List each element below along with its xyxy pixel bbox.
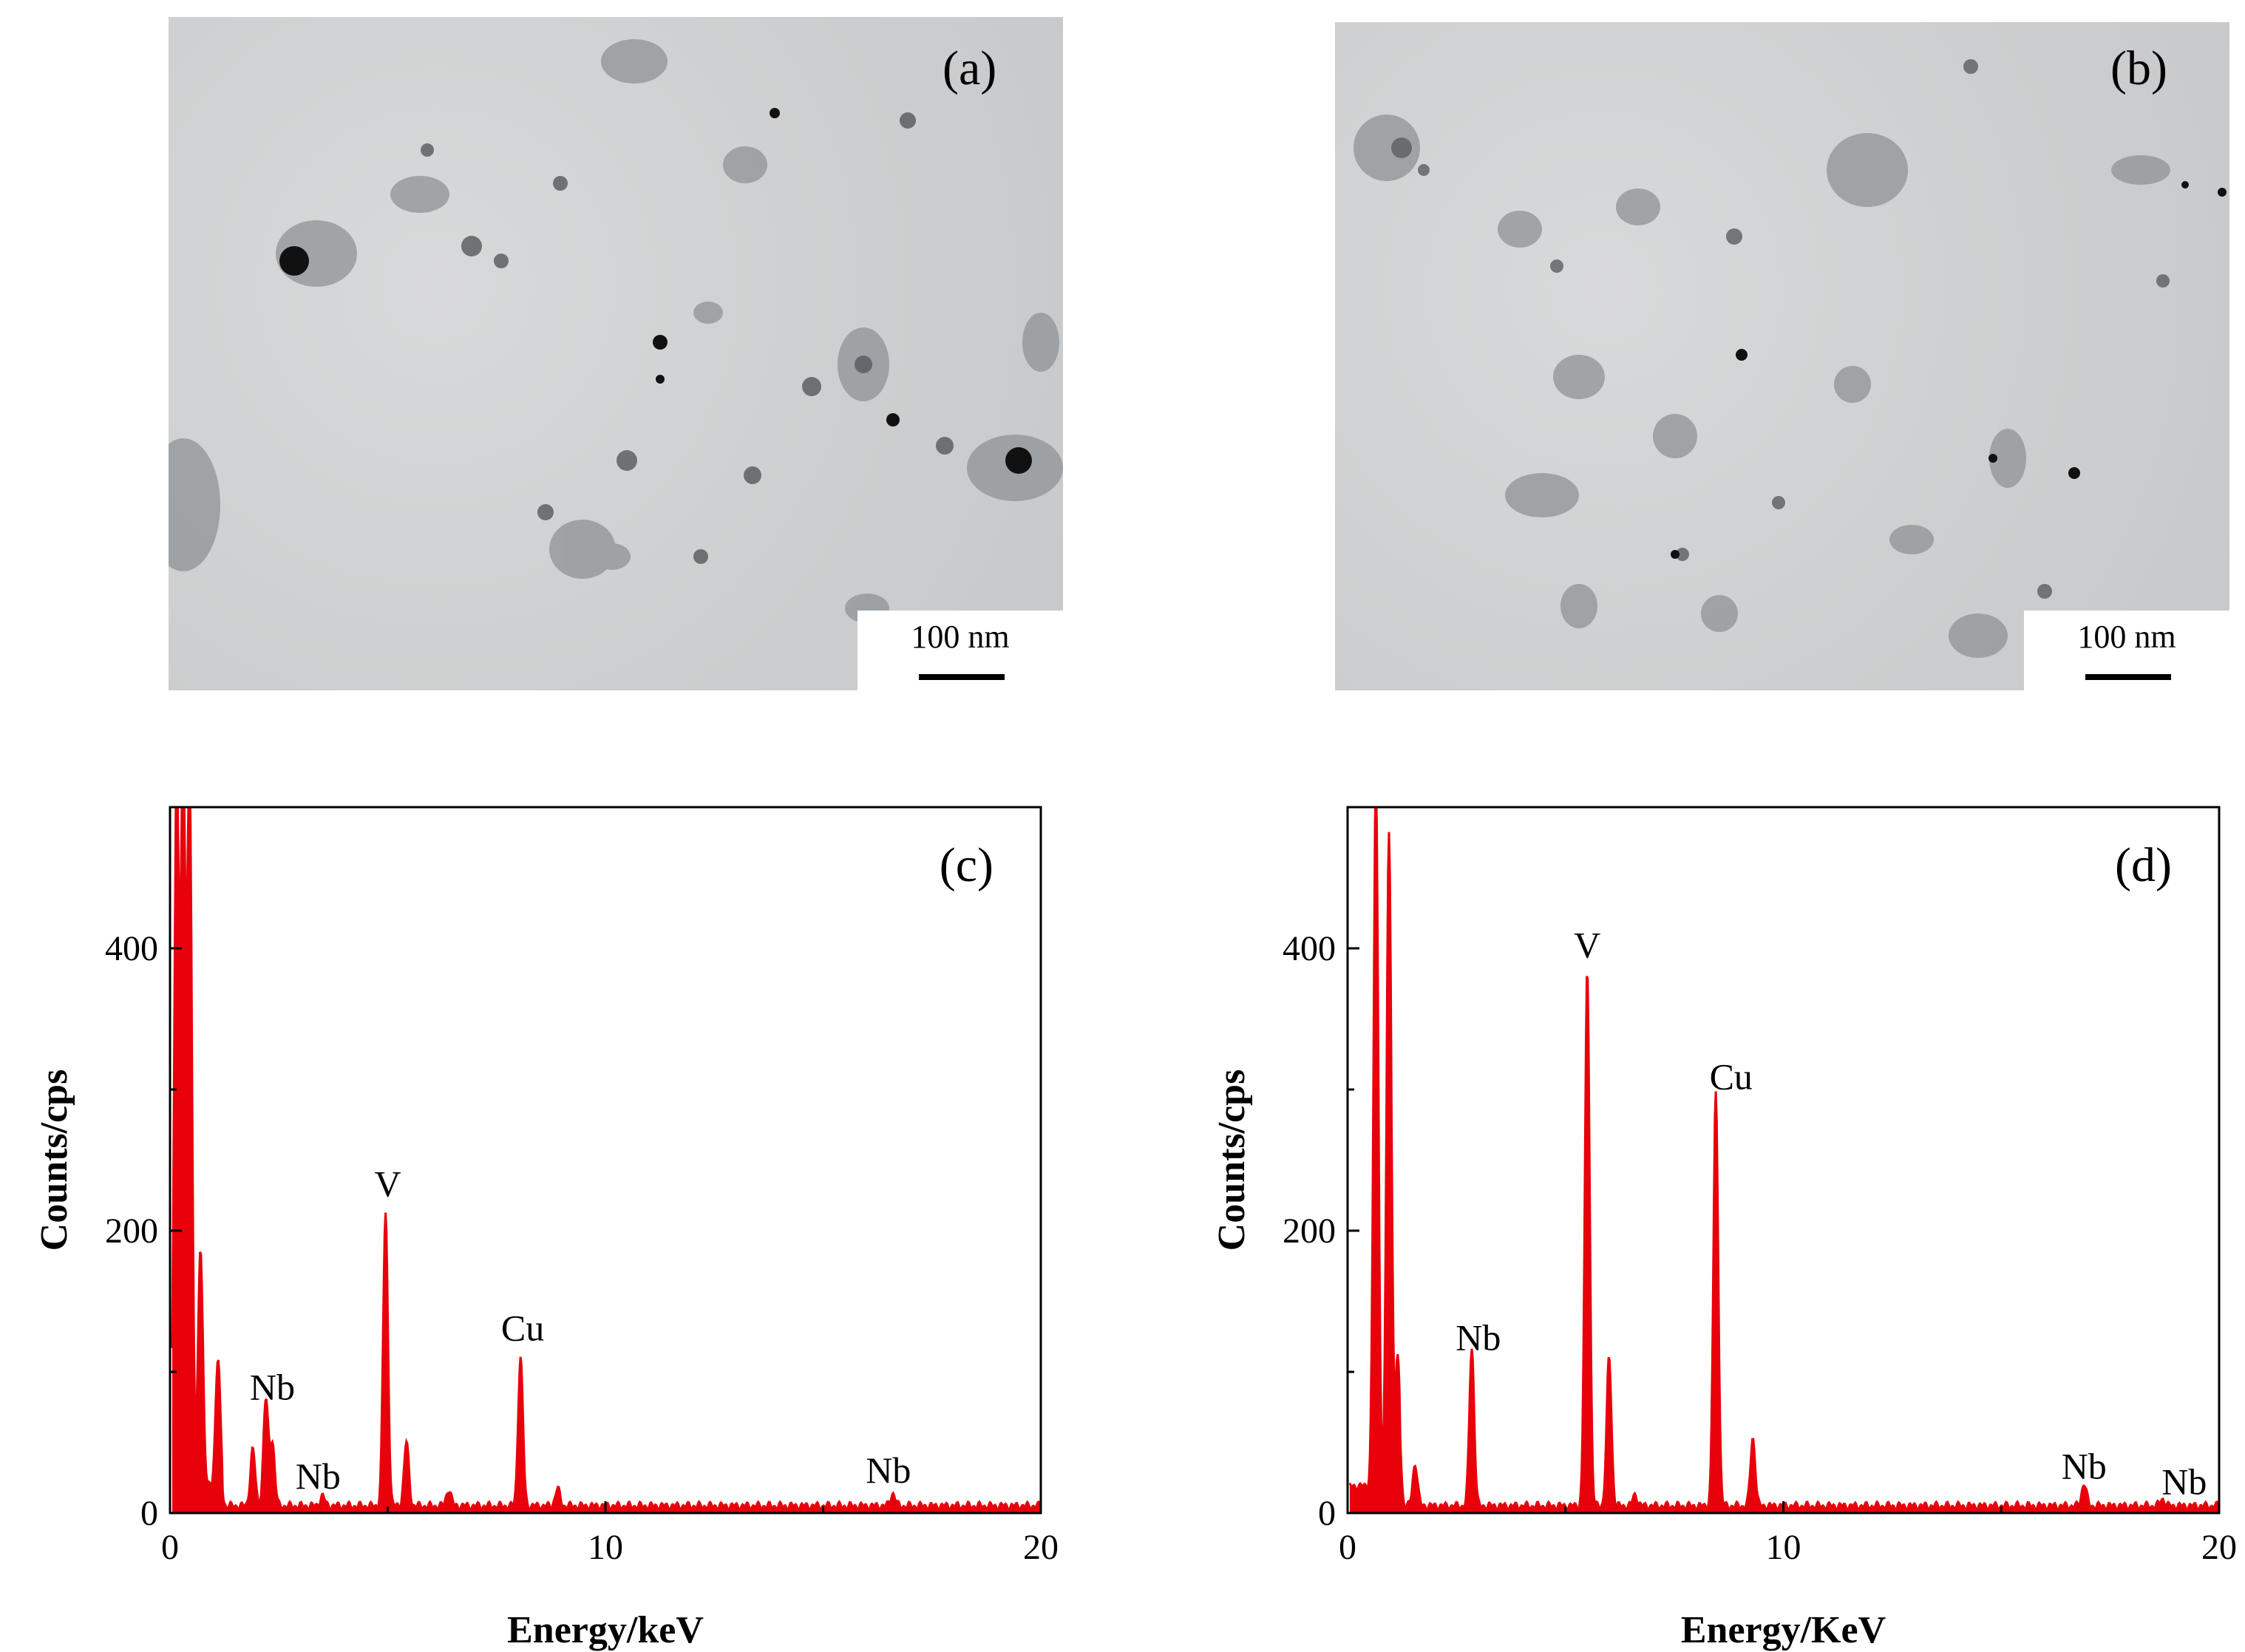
- panel-label-a: (a): [943, 41, 997, 95]
- x-tick-label: 10: [1766, 1528, 1801, 1567]
- scale-bar: [2085, 674, 2171, 680]
- scale-bar-label: 100 nm: [2077, 619, 2176, 655]
- spectrum-line: [171, 807, 1041, 1512]
- x-tick-label: 20: [2201, 1528, 2237, 1567]
- x-tick-label: 10: [588, 1528, 623, 1567]
- y-tick-label: 400: [1283, 929, 1336, 968]
- x-tick-label: 0: [161, 1528, 179, 1567]
- spectrum-group: [1348, 807, 2219, 1513]
- peak-label: Nb: [2161, 1461, 2207, 1502]
- panel-label: (d): [2115, 838, 2172, 892]
- tem-particles-a: [169, 39, 1063, 623]
- peak-label: Cu: [1710, 1056, 1753, 1097]
- tem-image-a: 100 nm: [169, 17, 1063, 690]
- x-tick-label: 0: [1339, 1528, 1356, 1567]
- y-tick-label: 0: [1318, 1494, 1336, 1533]
- spectrum-fill: [171, 807, 1041, 1513]
- panel-label: (c): [940, 838, 994, 892]
- y-tick-label: 400: [105, 929, 158, 968]
- x-axis-label: Energy/keV: [507, 1609, 704, 1651]
- eds-chart-d: 0 10 200200400Energy/KeVCounts/cps(d)NbVCu…: [1211, 806, 2237, 1651]
- y-tick-label: 200: [1283, 1211, 1336, 1251]
- peak-label: Nb: [250, 1366, 295, 1407]
- tem-image-b: 100 nm: [1335, 22, 2229, 690]
- x-tick-label: 20: [1023, 1528, 1059, 1567]
- peak-label: V: [1574, 925, 1600, 966]
- y-tick-label: 0: [140, 1494, 158, 1533]
- y-tick-label: 200: [105, 1211, 158, 1251]
- tem-particles-b: [1354, 59, 2227, 665]
- peak-label: Nb: [1456, 1317, 1501, 1359]
- spectrum-line: [1348, 807, 2219, 1512]
- scale-bar-box-b: 100 nm: [2024, 611, 2229, 690]
- peak-label: V: [374, 1163, 401, 1204]
- peak-label: Cu: [501, 1307, 544, 1348]
- y-axis-label: Counts/cps: [33, 1070, 75, 1251]
- peak-label: Nb: [866, 1449, 911, 1491]
- scale-bar: [919, 674, 1005, 680]
- scale-bar-label: 100 nm: [911, 619, 1010, 655]
- peak-label: Nb: [2062, 1445, 2107, 1486]
- panel-label-b: (b): [2110, 41, 2167, 95]
- spectrum-fill: [1349, 807, 2219, 1513]
- peak-label: Nb: [296, 1455, 341, 1497]
- scale-bar-box-a: 100 nm: [857, 611, 1063, 690]
- eds-chart-c: 0 10 200200400Energy/keVCounts/cps(c)NbNbV…: [33, 806, 1059, 1651]
- plot-frame: [1346, 806, 2221, 1515]
- plot-frame: [169, 806, 1042, 1515]
- spectrum-group: [171, 807, 1041, 1513]
- y-axis-label: Counts/cps: [1211, 1070, 1253, 1251]
- x-axis-label: Energy/KeV: [1681, 1609, 1886, 1651]
